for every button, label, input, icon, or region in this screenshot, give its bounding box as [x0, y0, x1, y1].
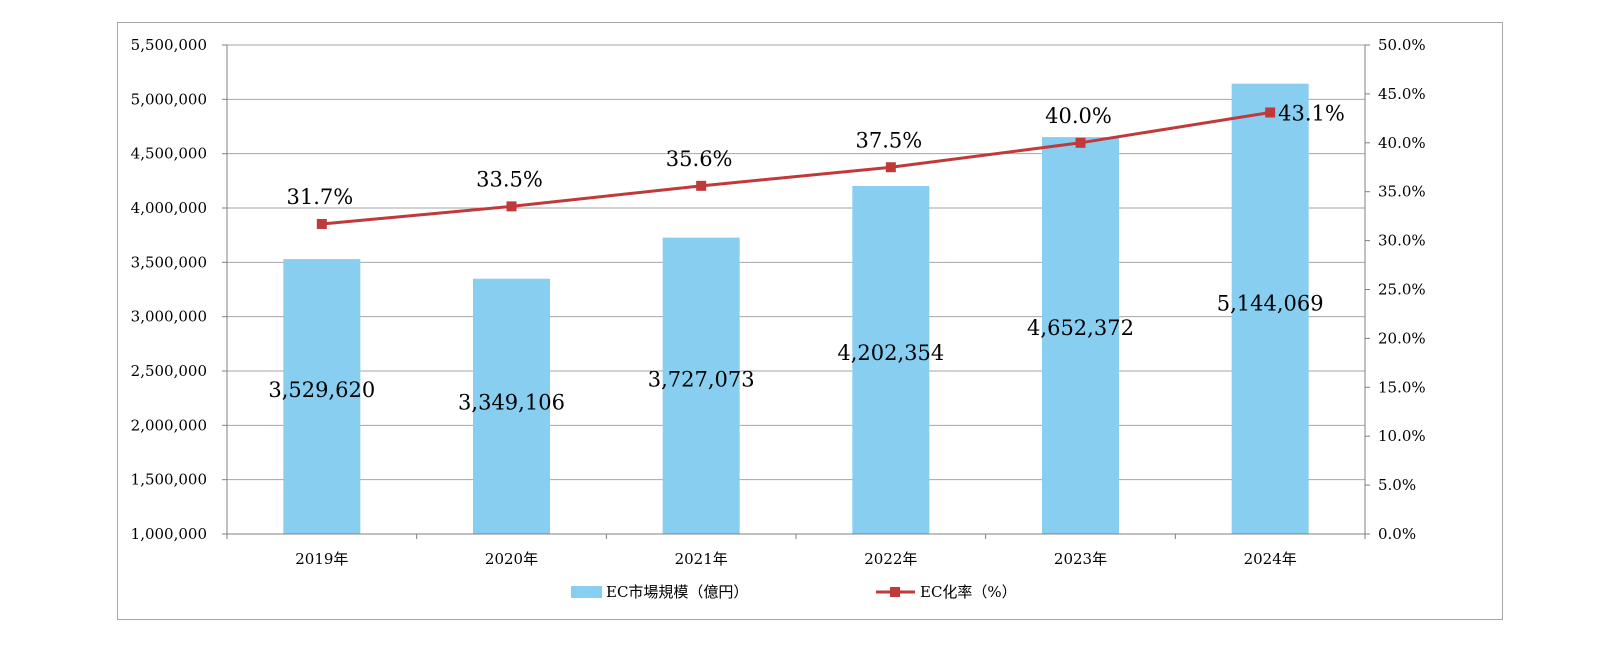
- bar: [1042, 137, 1119, 535]
- legend: EC市場規模（億円） EC化率（%）: [571, 583, 1017, 601]
- line-series-path: [321, 111, 1271, 226]
- right-axis-tick-label: 5.0%: [1378, 476, 1416, 494]
- line-point: [506, 201, 517, 212]
- legend-swatch-line: [890, 587, 900, 597]
- right-axis-tick-label: 30.0%: [1378, 232, 1426, 250]
- left-axis-tick-label: 1,500,000: [131, 471, 207, 489]
- left-axis-ticks: 1,000,000 1,500,000 2,000,000 2,500,000 3,00…: [131, 36, 207, 543]
- line-data-label: 40.0%: [1045, 104, 1112, 128]
- left-axis-tick-label: 3,000,000: [131, 308, 207, 326]
- left-axis-tick-label: 2,500,000: [131, 362, 207, 380]
- line-point: [696, 180, 707, 191]
- legend-swatch-bar: [571, 586, 602, 598]
- right-axis-tick-label: 10.0%: [1378, 427, 1426, 445]
- bar-data-label: 3,349,106: [458, 391, 565, 415]
- right-axis-tick-label: 40.0%: [1378, 134, 1426, 152]
- x-axis-tick-label: 2023年: [1054, 550, 1107, 568]
- bar: [283, 259, 361, 534]
- line-data-label: 37.5%: [855, 128, 922, 152]
- bar-data-label: 3,727,073: [648, 368, 755, 392]
- line-series: [316, 107, 1276, 229]
- right-axis-ticks: 0.0% 5.0% 10.0% 15.0% 20.0% 25.0% 30.0% 35.0% 40…: [1378, 36, 1426, 543]
- left-axis-tick-label: 5,500,000: [131, 36, 207, 54]
- line-point: [1075, 137, 1086, 148]
- legend-label-bar: EC市場規模（億円）: [606, 583, 748, 601]
- chart-frame: [117, 22, 1503, 620]
- right-axis-tick-label: 50.0%: [1378, 36, 1426, 54]
- x-axis-tick-label: 2020年: [485, 550, 538, 568]
- bar: [852, 186, 930, 534]
- left-axis-tick-label: 1,000,000: [131, 525, 207, 543]
- right-axis-tick-label: 0.0%: [1378, 525, 1416, 543]
- gridlines: [227, 44, 1365, 481]
- line-point: [316, 218, 327, 229]
- right-axis-tick-label: 25.0%: [1378, 281, 1426, 299]
- bar-series: [283, 83, 1309, 535]
- line-data-label: 43.1%: [1278, 101, 1345, 125]
- line-data-label: 31.7%: [286, 185, 353, 209]
- bar-data-label: 3,529,620: [268, 378, 375, 402]
- line-point: [885, 162, 896, 173]
- right-axis-tick-label: 20.0%: [1378, 329, 1426, 347]
- left-axis-tick-label: 4,000,000: [131, 199, 207, 217]
- x-axis-tick-label: 2021年: [675, 550, 728, 568]
- right-axis-tick-label: 45.0%: [1378, 85, 1426, 103]
- x-axis-tick-label: 2022年: [864, 550, 917, 568]
- bar: [1231, 83, 1309, 535]
- x-axis-ticks: 2019年 2020年 2021年 2022年 2023年 2024年: [295, 550, 1297, 568]
- left-axis-tick-label: 5,000,000: [131, 90, 207, 108]
- x-axis-tick-label: 2019年: [295, 550, 348, 568]
- left-axis-tick-label: 4,500,000: [131, 145, 207, 163]
- axes: [222, 44, 1370, 539]
- right-axis-tick-label: 35.0%: [1378, 183, 1426, 201]
- right-axis-tick-label: 15.0%: [1378, 378, 1426, 396]
- legend-label-line: EC化率（%）: [920, 583, 1017, 601]
- bar: [662, 237, 740, 534]
- data-labels: 3,529,620 3,349,106 3,727,073 4,202,354 4,65…: [268, 101, 1344, 414]
- bar-data-label: 4,202,354: [837, 341, 944, 365]
- left-axis-tick-label: 2,000,000: [131, 416, 207, 434]
- bar-data-label: 5,144,069: [1217, 292, 1324, 316]
- bar-data-label: 4,652,372: [1027, 316, 1134, 340]
- left-axis-tick-label: 3,500,000: [131, 253, 207, 271]
- bar: [473, 278, 550, 534]
- x-axis-tick-label: 2024年: [1244, 550, 1297, 568]
- line-data-label: 33.5%: [476, 167, 543, 191]
- line-data-label: 35.6%: [666, 147, 733, 171]
- line-point: [1265, 107, 1276, 118]
